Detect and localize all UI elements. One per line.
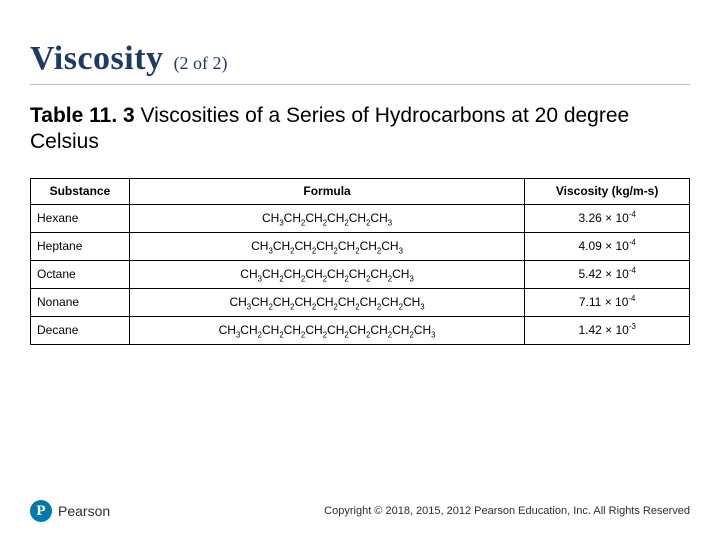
cell-formula: CH3CH2CH2CH2CH2CH2CH2CH2CH2CH3 [129,316,524,344]
cell-viscosity: 3.26 × 10-4 [525,204,690,232]
table-row: NonaneCH3CH2CH2CH2CH2CH2CH2CH2CH37.11 × … [31,288,690,316]
table-row: DecaneCH3CH2CH2CH2CH2CH2CH2CH2CH2CH31.42… [31,316,690,344]
table-row: OctaneCH3CH2CH2CH2CH2CH2CH2CH35.42 × 10-… [31,260,690,288]
cell-viscosity: 7.11 × 10-4 [525,288,690,316]
cell-viscosity: 1.42 × 10-3 [525,316,690,344]
cell-substance: Heptane [31,232,130,260]
cell-formula: CH3CH2CH2CH2CH2CH3 [129,204,524,232]
col-viscosity: Viscosity (kg/m-s) [525,178,690,204]
slide-title: Viscosity [30,40,164,78]
table-row: HexaneCH3CH2CH2CH2CH2CH33.26 × 10-4 [31,204,690,232]
viscosity-table-wrap: Substance Formula Viscosity (kg/m-s) Hex… [30,178,690,345]
pearson-logo-badge: P [30,500,52,522]
pearson-logo: P Pearson [30,500,110,522]
cell-substance: Nonane [31,288,130,316]
cell-substance: Hexane [31,204,130,232]
table-row: HeptaneCH3CH2CH2CH2CH2CH2CH34.09 × 10-4 [31,232,690,260]
title-divider [30,84,690,85]
cell-formula: CH3CH2CH2CH2CH2CH2CH2CH3 [129,260,524,288]
pearson-logo-text: Pearson [58,503,110,519]
table-label: Table 11. 3 [30,104,135,127]
cell-substance: Octane [31,260,130,288]
cell-viscosity: 4.09 × 10-4 [525,232,690,260]
table-caption: Table 11. 3 Viscosities of a Series of H… [30,103,690,156]
slide-subtitle: (2 of 2) [174,53,228,74]
cell-formula: CH3CH2CH2CH2CH2CH2CH3 [129,232,524,260]
copyright-text: Copyright © 2018, 2015, 2012 Pearson Edu… [324,505,690,517]
slide: Viscosity (2 of 2) Table 11. 3 Viscositi… [0,0,720,540]
table-header-row: Substance Formula Viscosity (kg/m-s) [31,178,690,204]
viscosity-table: Substance Formula Viscosity (kg/m-s) Hex… [30,178,690,345]
slide-title-row: Viscosity (2 of 2) [30,40,690,78]
slide-footer: P Pearson Copyright © 2018, 2015, 2012 P… [30,500,690,522]
cell-formula: CH3CH2CH2CH2CH2CH2CH2CH2CH3 [129,288,524,316]
cell-viscosity: 5.42 × 10-4 [525,260,690,288]
cell-substance: Decane [31,316,130,344]
col-substance: Substance [31,178,130,204]
col-formula: Formula [129,178,524,204]
